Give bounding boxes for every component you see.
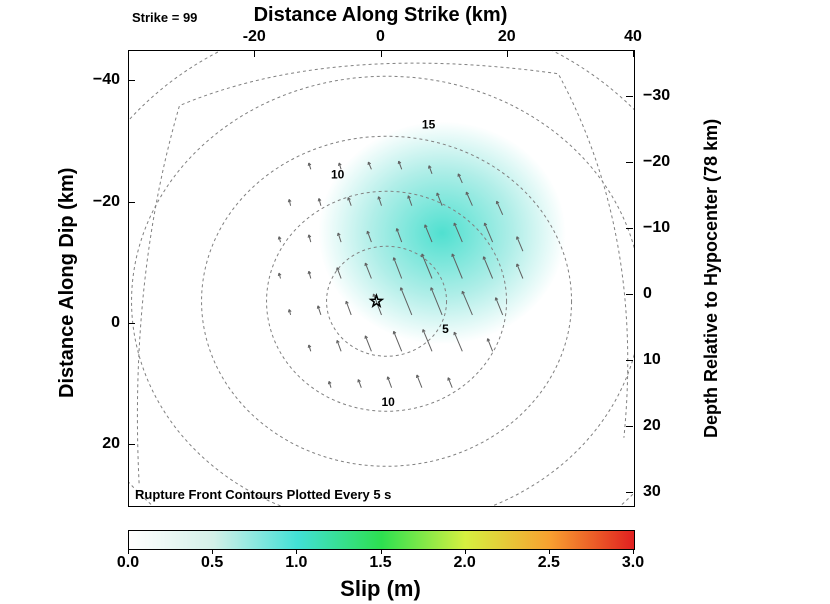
y-axis-left-label: Distance Along Dip (km) [56,167,79,397]
svg-text:15: 15 [422,117,436,131]
colorbar-tick: 0.5 [192,554,232,572]
svg-text:10: 10 [382,395,396,409]
right-tick: −10 [643,219,670,237]
slip-plot: 5 10 10 15 Rupture Front Contours Plotted E… [128,50,635,507]
colorbar [128,530,635,550]
left-tick: 0 [78,314,120,332]
colorbar-tick: 2.0 [445,554,485,572]
right-tick: −30 [643,87,670,105]
right-tick: 20 [643,417,661,435]
svg-text:10: 10 [331,167,345,181]
colorbar-tick: 1.5 [361,554,401,572]
top-tick: 20 [487,28,527,46]
y-axis-right-label: Depth Relative to Hypocenter (78 km) [701,118,722,437]
right-tick: −20 [643,153,670,171]
colorbar-label: Slip (m) [128,576,633,602]
top-tick: 0 [361,28,401,46]
top-tick: -20 [234,28,274,46]
colorbar-tick: 0.0 [108,554,148,572]
right-tick: 30 [643,483,661,501]
x-axis-label: Distance Along Strike (km) [128,4,633,27]
top-tick: 40 [613,28,653,46]
right-tick: 0 [643,285,652,303]
left-tick: −40 [78,71,120,89]
svg-text:5: 5 [442,322,449,336]
colorbar-tick: 1.0 [276,554,316,572]
slip-plot-svg: 5 10 10 15 [129,51,634,506]
left-tick: −20 [78,193,120,211]
right-tick: 10 [643,351,661,369]
colorbar-tick: 3.0 [613,554,653,572]
rupture-note: Rupture Front Contours Plotted Every 5 s [135,487,391,502]
colorbar-tick: 2.5 [529,554,569,572]
left-tick: 20 [78,435,120,453]
